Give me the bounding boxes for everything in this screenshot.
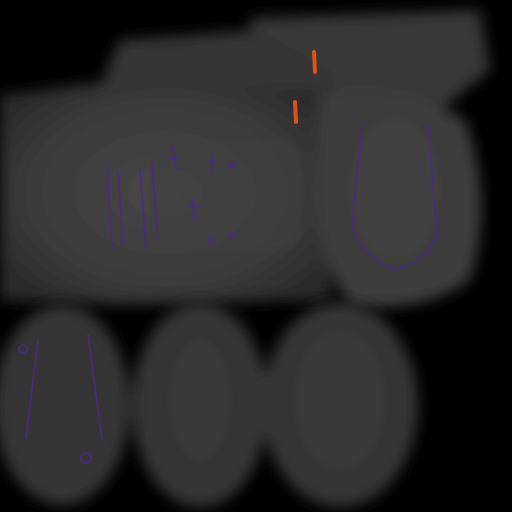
marker-upper <box>312 50 317 74</box>
inner-structure <box>150 118 440 470</box>
marker-lower <box>293 100 298 124</box>
contour-overlays <box>18 124 438 464</box>
marker-overlays <box>293 50 317 124</box>
contour-markers-small <box>167 144 237 244</box>
contour-right-upper <box>351 124 438 271</box>
contour-upper-lines <box>106 161 159 249</box>
contour-lower-left <box>18 334 103 464</box>
